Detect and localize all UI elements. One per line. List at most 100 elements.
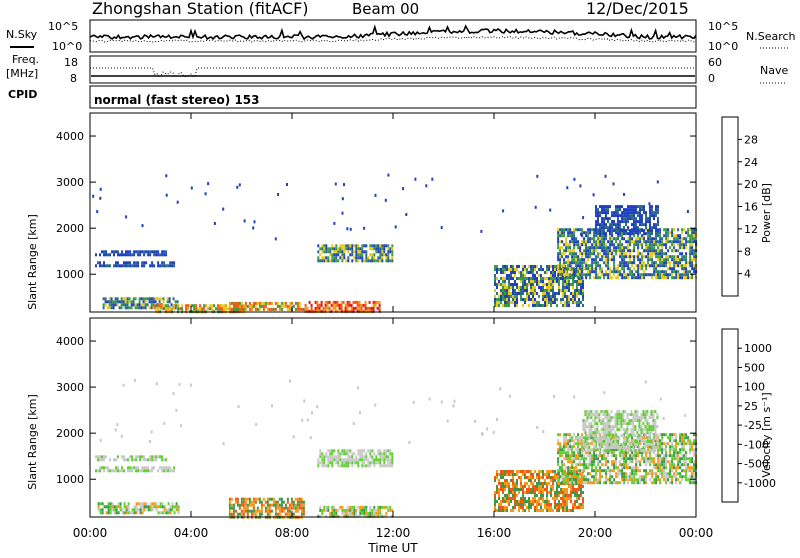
data-cell <box>561 460 564 464</box>
data-cell <box>510 292 512 295</box>
data-cell <box>337 253 340 257</box>
data-cell <box>172 297 175 301</box>
data-cell <box>671 475 674 479</box>
data-cell <box>563 273 566 277</box>
data-cell <box>333 455 336 459</box>
data-cell <box>584 428 587 432</box>
data-cell <box>687 273 690 277</box>
data-cell <box>665 231 668 235</box>
data-cell <box>512 470 514 473</box>
data-cell <box>581 442 584 446</box>
data-cell <box>131 264 134 268</box>
data-cell <box>663 270 666 274</box>
data-cell <box>597 469 600 473</box>
data-cell <box>117 469 119 473</box>
data-cell <box>655 252 658 256</box>
data-cell <box>691 264 694 268</box>
data-cell <box>597 273 600 277</box>
data-cell <box>647 436 650 440</box>
data-cell <box>613 246 616 250</box>
data-cell <box>605 457 608 461</box>
data-cell <box>530 491 532 494</box>
data-cell <box>669 240 672 244</box>
data-cell <box>679 240 682 244</box>
data-cell <box>540 497 542 500</box>
data-cell <box>337 458 340 462</box>
data-cell <box>633 217 635 221</box>
data-cell <box>550 274 552 277</box>
data-cell <box>544 277 546 280</box>
data-cell <box>675 240 678 244</box>
data-cell <box>679 442 682 446</box>
data-cell <box>630 428 633 432</box>
data-cell <box>131 253 134 257</box>
data-cell <box>561 475 564 479</box>
data-cell <box>562 509 564 512</box>
data-cell <box>334 300 337 304</box>
data-cell <box>355 250 358 254</box>
data-cell <box>564 280 566 283</box>
data-cell <box>530 470 532 473</box>
data-cell <box>292 435 295 439</box>
data-cell <box>587 466 590 470</box>
data-cell <box>572 292 574 295</box>
data-cell <box>361 452 364 456</box>
data-cell <box>567 469 570 473</box>
data-cell <box>542 298 544 301</box>
data-cell <box>260 304 263 308</box>
data-cell <box>619 451 622 455</box>
data-cell <box>570 509 572 512</box>
data-cell <box>147 458 150 462</box>
data-cell <box>367 511 370 515</box>
data-cell <box>546 503 548 506</box>
data-cell <box>500 509 502 512</box>
data-cell <box>358 306 361 310</box>
data-cell <box>347 247 350 251</box>
data-cell <box>389 452 392 456</box>
data-cell <box>613 229 615 233</box>
data-cell <box>587 273 590 277</box>
data-cell <box>506 277 508 280</box>
data-cell <box>103 455 105 459</box>
data-cell <box>655 273 658 277</box>
data-cell <box>554 506 556 509</box>
data-cell <box>617 223 619 227</box>
data-cell <box>353 244 356 248</box>
data-cell <box>502 268 504 271</box>
data-cell <box>569 246 572 250</box>
data-cell <box>617 220 619 224</box>
data-cell <box>677 237 680 241</box>
data-cell <box>594 449 597 453</box>
data-cell <box>512 268 514 271</box>
data-cell <box>524 473 526 476</box>
data-cell <box>172 392 175 396</box>
data-cell <box>137 455 140 459</box>
data-cell <box>347 259 350 263</box>
data-cell <box>563 258 566 262</box>
data-cell <box>133 253 136 257</box>
data-cell <box>383 250 386 254</box>
data-cell <box>325 464 328 468</box>
data-cell <box>567 234 570 238</box>
data-cell <box>173 505 176 509</box>
data-cell <box>679 246 682 250</box>
data-cell <box>568 283 570 286</box>
data-cell <box>584 443 587 447</box>
data-cell <box>643 433 646 437</box>
data-cell <box>577 481 580 485</box>
data-cell <box>621 264 624 268</box>
data-cell <box>679 448 682 452</box>
data-cell <box>587 252 590 256</box>
data-cell <box>613 478 616 482</box>
data-cell <box>332 303 335 307</box>
data-cell <box>611 475 614 479</box>
data-cell <box>649 451 652 455</box>
data-cell <box>683 276 686 280</box>
x-tick-label: 00:00 <box>679 526 714 540</box>
data-cell <box>508 497 510 500</box>
data-cell <box>603 276 606 280</box>
data-cell <box>667 228 670 232</box>
data-cell <box>677 478 680 482</box>
data-cell <box>645 243 648 247</box>
data-cell <box>530 500 532 503</box>
